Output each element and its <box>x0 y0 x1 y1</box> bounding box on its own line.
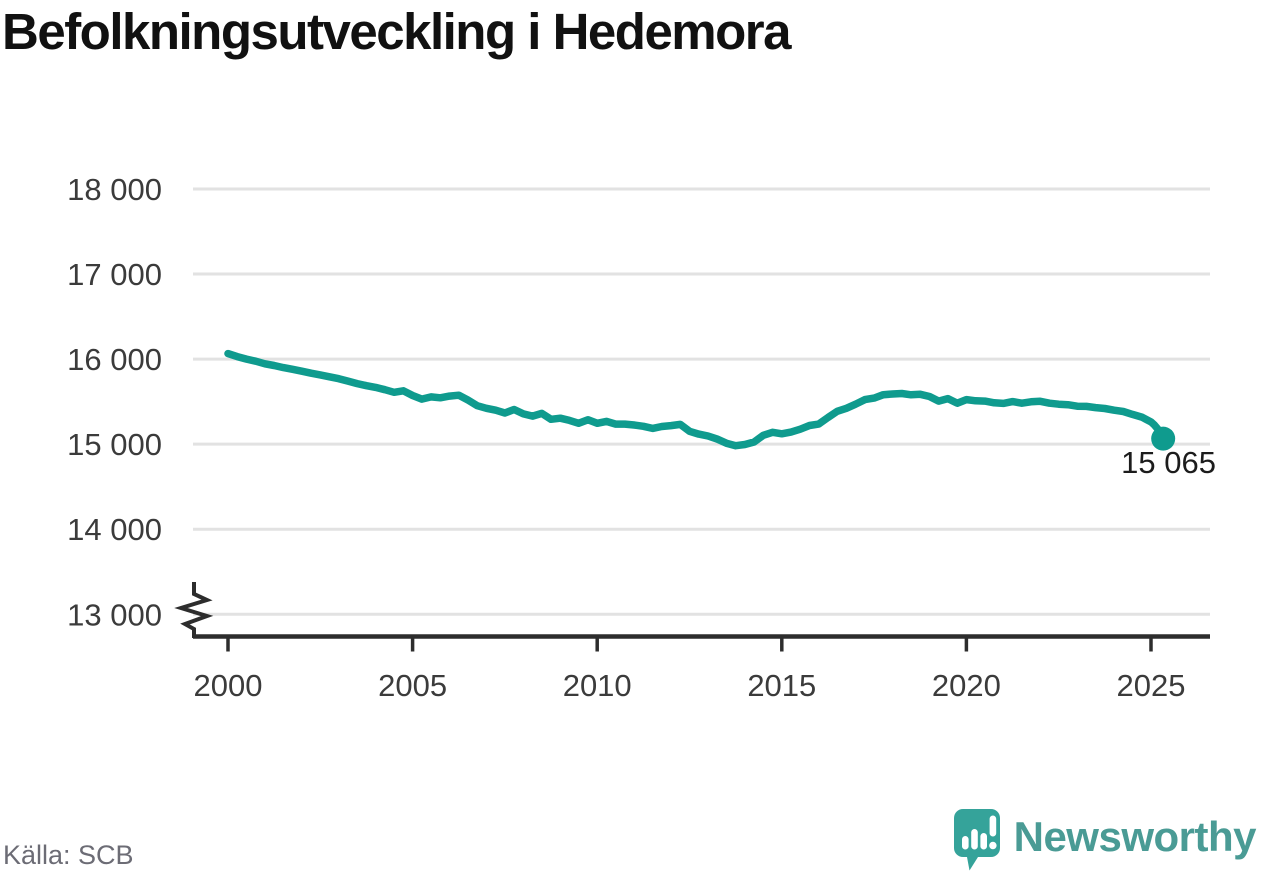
y-tick-label: 15 000 <box>67 427 162 462</box>
y-tick-label: 13 000 <box>67 597 162 632</box>
logo-bar-medium <box>980 833 987 850</box>
x-tick-label: 2010 <box>563 668 632 703</box>
x-tick-label: 2020 <box>932 668 1001 703</box>
x-tick-label: 2000 <box>194 668 263 703</box>
newsworthy-brand: Newsworthy <box>951 806 1257 874</box>
x-tick-label: 2025 <box>1117 668 1186 703</box>
x-tick-label: 2005 <box>378 668 447 703</box>
logo-bar-tall <box>970 829 978 850</box>
y-tick-label: 17 000 <box>67 257 162 292</box>
y-tick-label: 14 000 <box>67 512 162 547</box>
source-label: Källa: SCB <box>3 840 134 870</box>
newsworthy-logo-icon <box>953 809 1000 871</box>
population-line <box>224 349 1167 450</box>
last-point-dot <box>1151 426 1176 451</box>
y-tick-label: 18 000 <box>67 172 162 207</box>
logo-bar-small <box>961 836 969 850</box>
x-tick-label: 2015 <box>747 668 816 703</box>
y-axis-break-icon <box>174 582 214 638</box>
y-tick-label: 16 000 <box>67 342 162 377</box>
chart-title: Befolkningsutveckling i Hedemora <box>2 3 792 60</box>
logo-exclamation-stem <box>989 815 996 837</box>
logo-exclamation-dot <box>988 841 997 850</box>
brand-name: Newsworthy <box>1013 813 1257 860</box>
last-value-label: 15 065 <box>1121 445 1216 480</box>
